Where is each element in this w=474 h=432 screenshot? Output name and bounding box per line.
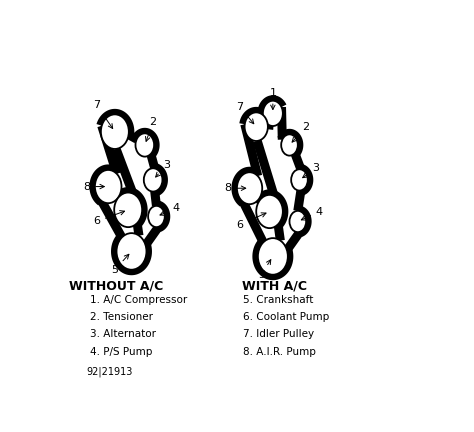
Text: 8. A.I.R. Pump: 8. A.I.R. Pump [243,346,316,356]
Text: 2: 2 [292,122,310,142]
Text: 5: 5 [111,254,129,275]
Ellipse shape [258,238,288,275]
Ellipse shape [136,133,154,157]
Text: 8: 8 [224,183,246,193]
Ellipse shape [114,193,142,227]
Text: 7: 7 [236,102,254,124]
Ellipse shape [237,172,262,204]
Ellipse shape [291,169,308,191]
Text: 4: 4 [301,206,323,220]
Ellipse shape [290,211,306,232]
Ellipse shape [245,112,268,141]
Text: 5. Crankshaft: 5. Crankshaft [243,295,313,305]
Text: 1: 1 [269,89,276,110]
Text: 3: 3 [302,163,319,178]
Ellipse shape [101,114,129,149]
Text: 6. Coolant Pump: 6. Coolant Pump [243,312,329,322]
Text: 4. P/S Pump: 4. P/S Pump [90,346,152,356]
Text: WITH A/C: WITH A/C [242,280,307,293]
Text: WITHOUT A/C: WITHOUT A/C [69,280,164,293]
Text: 3: 3 [155,160,170,177]
Ellipse shape [256,195,283,228]
Ellipse shape [117,233,146,270]
Text: 7. Idler Pulley: 7. Idler Pulley [243,329,314,339]
Text: 8: 8 [83,181,104,191]
Text: 6: 6 [93,211,125,226]
Text: 1. A/C Compressor: 1. A/C Compressor [90,295,187,305]
Ellipse shape [281,134,298,156]
Ellipse shape [148,206,165,227]
Ellipse shape [95,170,121,203]
Text: 92|21913: 92|21913 [87,367,133,377]
Text: 2: 2 [146,117,157,141]
Ellipse shape [144,168,163,191]
Text: 7: 7 [93,100,113,128]
Text: 4: 4 [160,203,180,215]
Text: 2. Tensioner: 2. Tensioner [90,312,153,322]
Text: 5: 5 [258,260,271,280]
Ellipse shape [263,101,283,126]
Text: 6: 6 [236,213,266,230]
Text: 3. Alternator: 3. Alternator [90,329,156,339]
